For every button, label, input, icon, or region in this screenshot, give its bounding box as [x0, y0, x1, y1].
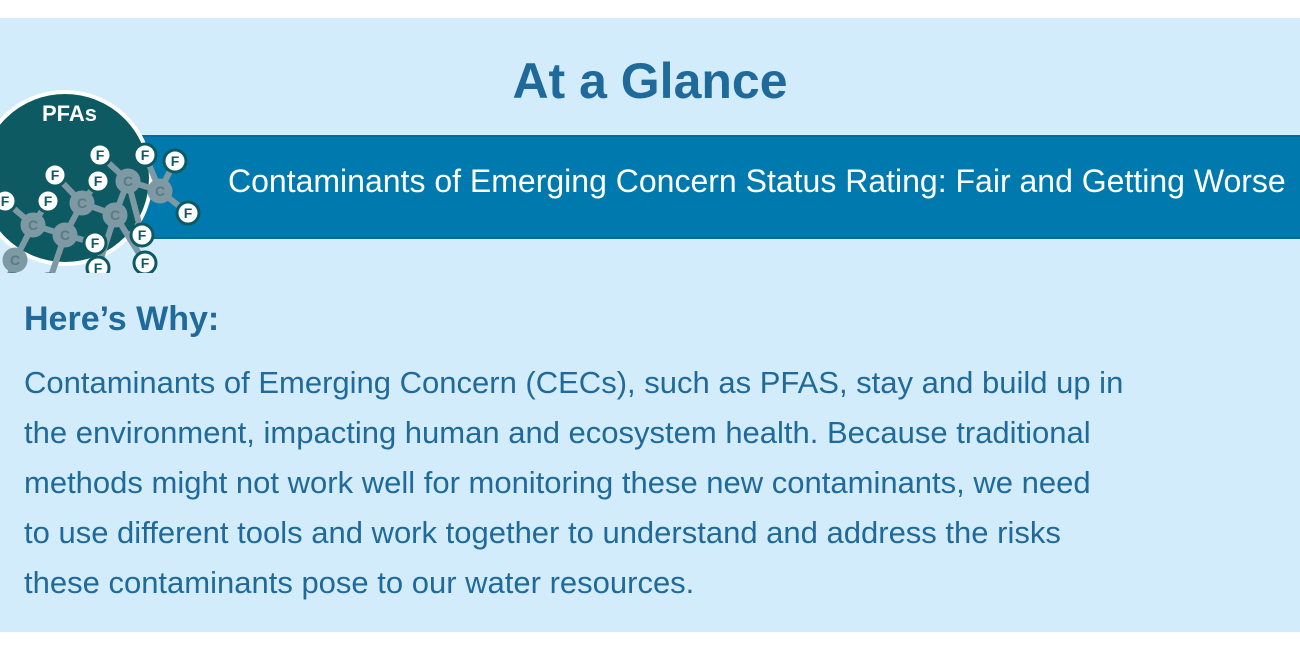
page-title: At a Glance: [512, 53, 788, 109]
at-a-glance-panel: At a Glance Contaminants of Emerging Con…: [0, 18, 1300, 632]
carbon-atom: [102, 202, 128, 228]
fluorine-atom: [87, 142, 113, 168]
carbon-atom: [20, 212, 46, 238]
description-line: Contaminants of Emerging Concern (CECs),…: [24, 365, 1124, 400]
fluorine-atom-label: F: [44, 193, 53, 209]
fluorine-atom-label: F: [141, 147, 150, 163]
description-line: the environment, impacting human and eco…: [24, 415, 1091, 450]
carbon-atom: [69, 190, 95, 216]
description-text: Contaminants of Emerging Concern (CECs),…: [24, 358, 1123, 608]
pfas-label: PFAs: [42, 101, 97, 126]
fluorine-atom: [132, 250, 158, 273]
carbon-atom: [2, 247, 28, 273]
carbon-atom-label: C: [10, 252, 20, 268]
fluorine-atom: [0, 188, 18, 214]
fluorine-atom-label: F: [1, 193, 10, 209]
fluorine-atom: [162, 148, 188, 174]
fluorine-atom-label: F: [184, 205, 193, 221]
carbon-atom: [115, 168, 141, 194]
fluorine-atom-label: F: [141, 255, 150, 271]
fluorine-atom: [85, 255, 111, 273]
fluorine-atom: [35, 188, 61, 214]
fluorine-atom-label: F: [96, 147, 105, 163]
fluorine-atom: [129, 222, 155, 248]
carbon-atom-label: C: [28, 217, 38, 233]
description-line: to use different tools and work together…: [24, 515, 1061, 550]
carbon-atom-label: C: [77, 195, 87, 211]
carbon-atom-label: C: [110, 207, 120, 223]
fluorine-atom: [82, 230, 108, 256]
description-line: methods might not work well for monitori…: [24, 465, 1091, 500]
fluorine-atom: [132, 142, 158, 168]
status-rating-text: Contaminants of Emerging Concern Status …: [228, 163, 1286, 199]
fluorine-atom-label: F: [51, 167, 60, 183]
fluorine-atom-label: F: [138, 227, 147, 243]
fluorine-atom-label: F: [171, 153, 180, 169]
carbon-atom: [147, 178, 173, 204]
carbon-atom: [52, 222, 78, 248]
heres-why-heading: Here’s Why:: [24, 300, 220, 338]
carbon-atom-label: C: [60, 227, 70, 243]
description-line: these contaminants pose to our water res…: [24, 565, 695, 600]
fluorine-atom-label: F: [91, 235, 100, 251]
fluorine-atom: [175, 200, 201, 226]
fluorine-atom: [42, 162, 68, 188]
fluorine-atom: [85, 168, 111, 194]
status-banner: Contaminants of Emerging Concern Status …: [120, 135, 1300, 239]
pfas-molecule-icon: PFAs CCCCCCCFFFFFFFFFFFFFFF: [0, 90, 201, 273]
fluorine-atom-label: F: [94, 260, 103, 273]
fluorine-atom-label: F: [94, 173, 103, 189]
carbon-atom-label: C: [123, 173, 133, 189]
carbon-atom-label: C: [155, 183, 165, 199]
